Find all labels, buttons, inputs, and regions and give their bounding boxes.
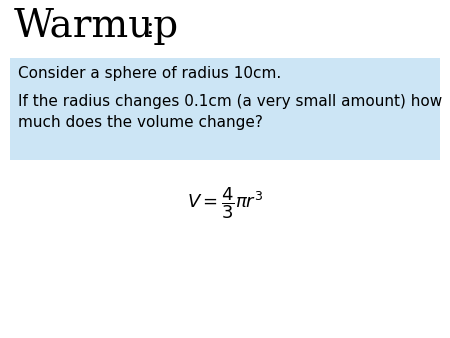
Text: :: : [145,16,153,39]
Text: Consider a sphere of radius 10cm.: Consider a sphere of radius 10cm. [18,66,281,81]
FancyBboxPatch shape [10,58,440,160]
Text: $V = \dfrac{4}{3}\pi r^3$: $V = \dfrac{4}{3}\pi r^3$ [187,185,263,221]
Text: If the radius changes 0.1cm (a very small amount) how
much does the volume chang: If the radius changes 0.1cm (a very smal… [18,94,442,130]
Text: Warmup: Warmup [14,8,179,45]
